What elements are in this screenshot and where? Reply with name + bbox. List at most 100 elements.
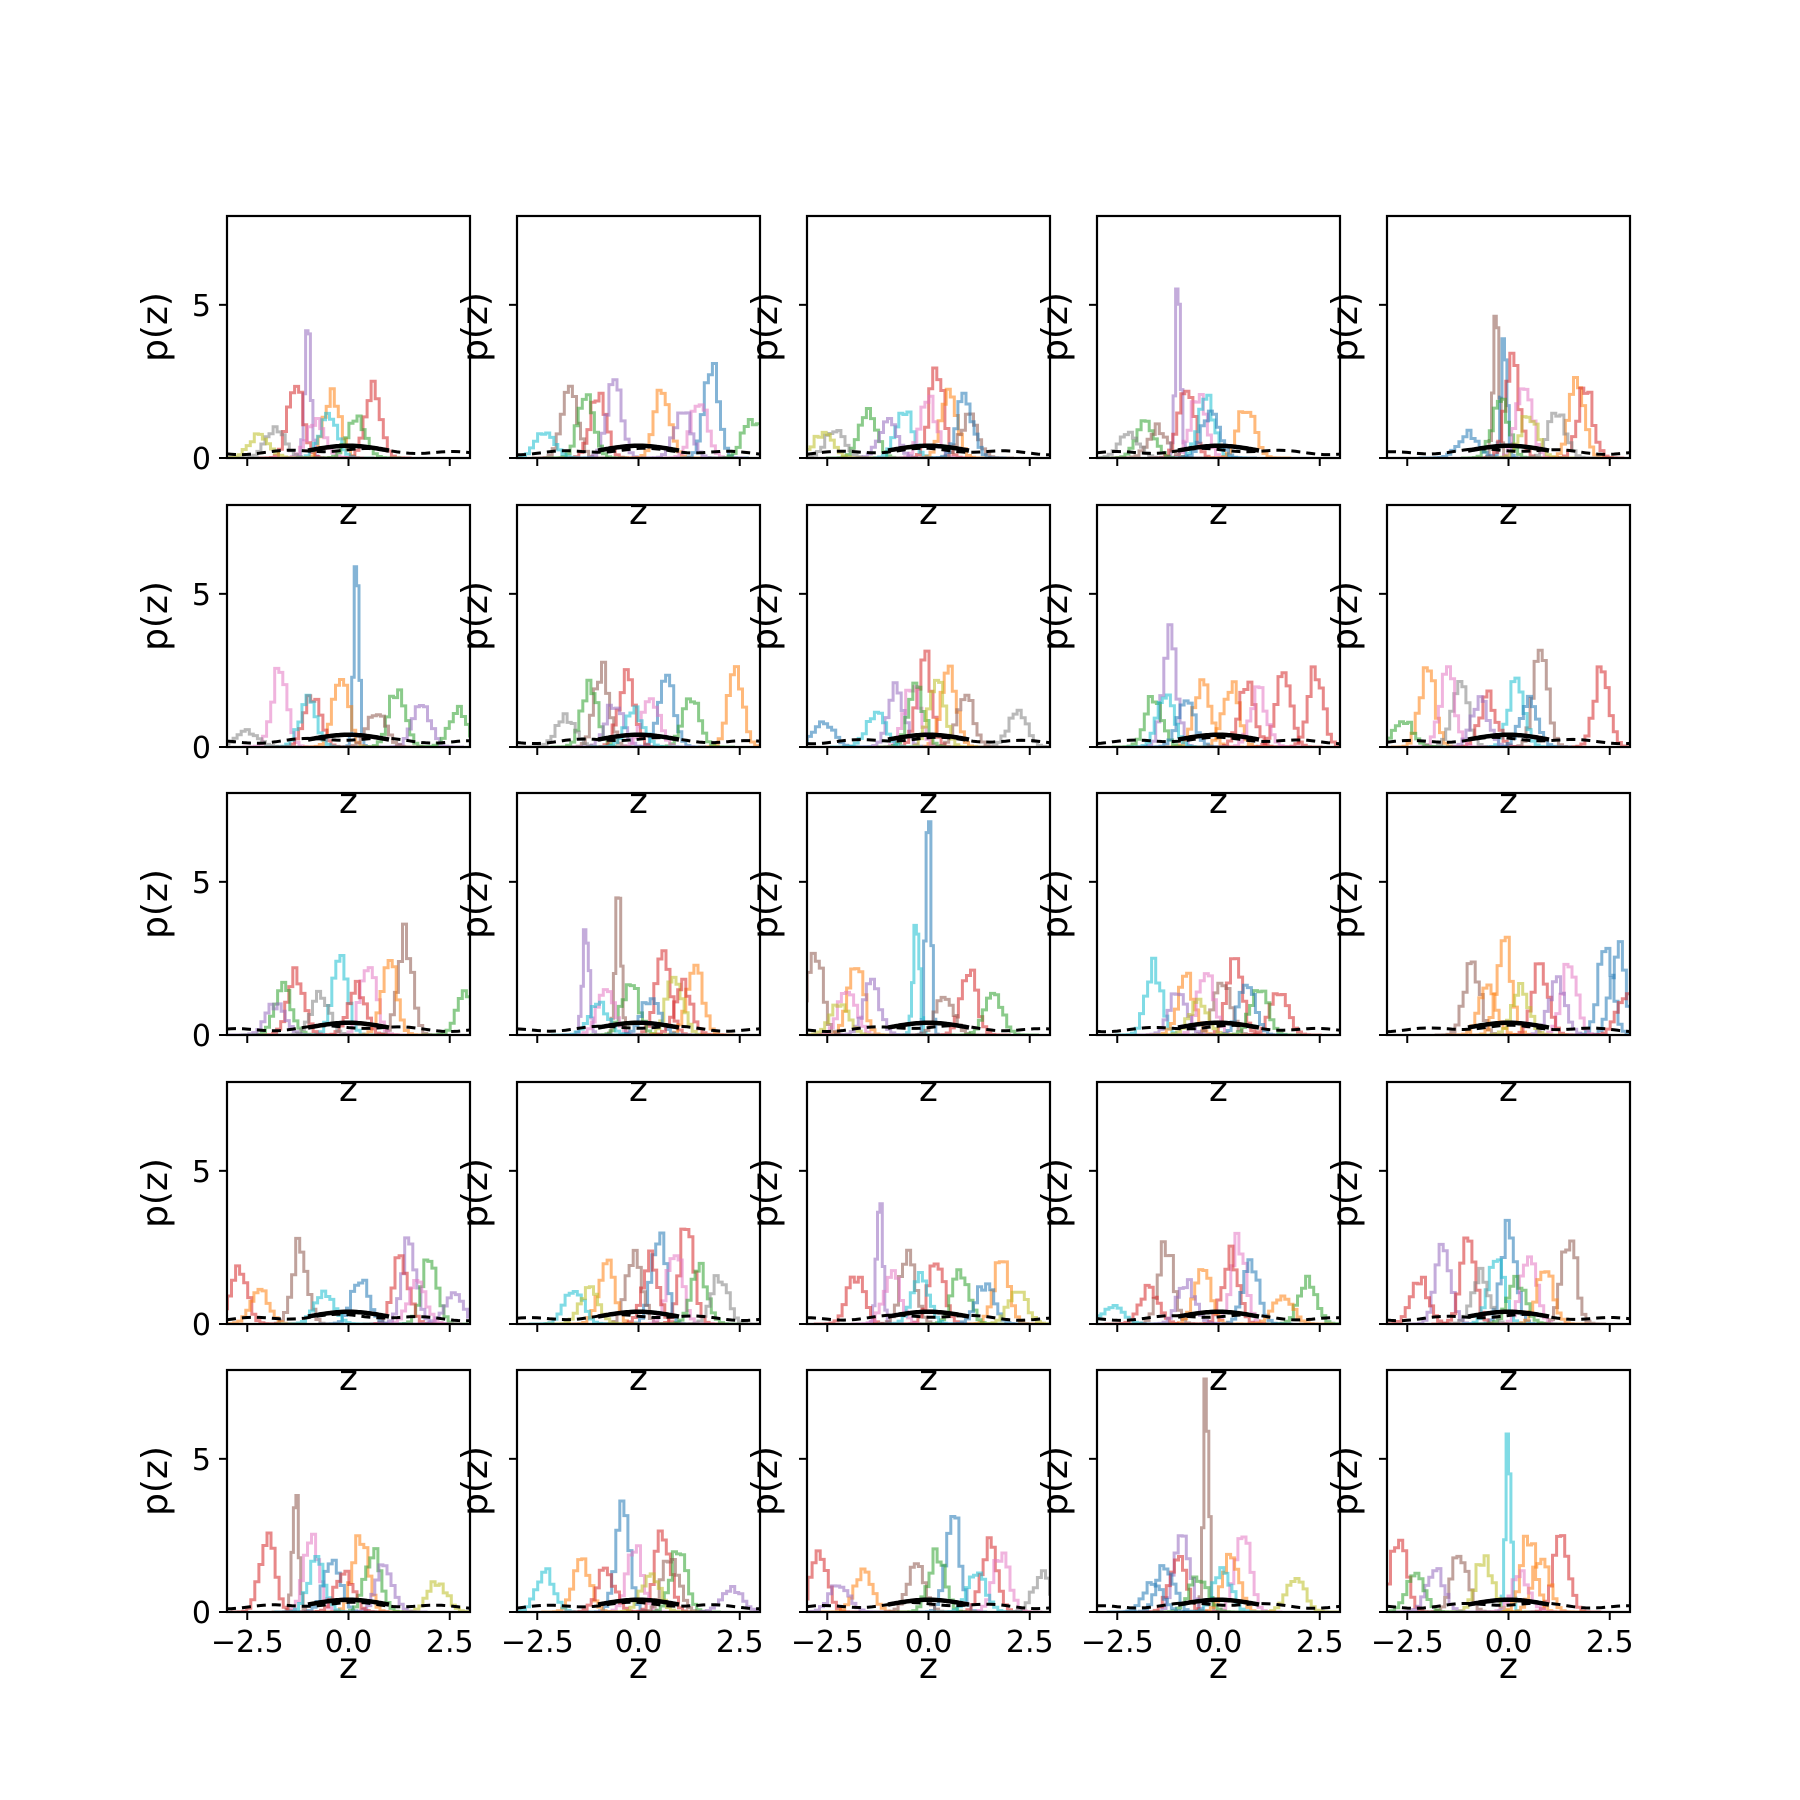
y-axis-label: p(z) — [1325, 1446, 1366, 1516]
subplot-r2-c2: z p(z) — [455, 503, 762, 822]
x-tick-label: −2.5 — [791, 1625, 864, 1660]
reference-dashed-line — [517, 1600, 760, 1611]
subplot-r2-c4: z p(z) — [1035, 503, 1342, 822]
reference-dashed-line — [807, 1024, 1050, 1034]
reference-normal-curve — [1177, 1309, 1260, 1319]
reference-dashed-line — [807, 735, 1050, 746]
reference-dashed-line — [517, 1024, 760, 1033]
subplot-r2-c1: 0 5 z p(z) — [135, 503, 472, 822]
y-tick-label: 0 — [192, 442, 211, 477]
y-tick-label: 5 — [192, 1155, 211, 1190]
x-axis-label: z — [629, 492, 648, 533]
subplot-r3-c1: 0 5 z p(z) — [135, 791, 472, 1110]
x-axis-label: z — [919, 492, 938, 533]
y-axis-label: p(z) — [1035, 869, 1076, 939]
x-tick-label: 0.0 — [1195, 1625, 1243, 1660]
reference-normal-curve — [307, 443, 390, 453]
reference-normal-curve — [597, 732, 680, 742]
x-axis-label: z — [919, 1358, 938, 1399]
y-axis-label: p(z) — [745, 581, 786, 651]
x-tick-label: 0.0 — [905, 1625, 953, 1660]
subplot-r2-c5: z p(z) — [1325, 503, 1632, 822]
x-axis-label: z — [339, 1069, 358, 1110]
reference-dashed-line — [1097, 446, 1340, 457]
y-axis-label: p(z) — [1325, 581, 1366, 651]
x-tick-label: 0.0 — [325, 1625, 373, 1660]
reference-normal-curve — [1467, 1020, 1550, 1030]
subplot-r5-c1: −2.5 0.0 2.5 0 5 z p(z) — [135, 1368, 474, 1687]
y-tick-label: 5 — [192, 866, 211, 901]
reference-normal-curve — [1467, 1597, 1550, 1607]
x-axis-label: z — [1499, 1069, 1518, 1110]
y-tick-label: 5 — [192, 1443, 211, 1478]
x-axis-label: z — [629, 1646, 648, 1687]
reference-dashed-line — [1387, 447, 1630, 456]
x-axis-label: z — [1209, 492, 1228, 533]
histogram-series-0 — [1182, 1377, 1231, 1612]
reference-dashed-line — [227, 1600, 470, 1611]
subplot-r5-c3: −2.5 0.0 2.5 z p(z) — [745, 1368, 1054, 1687]
subplot-grid: 05zp(z)zp(z)zp(z)zp(z)zp(z)05zp(z)zp(z)z… — [135, 214, 1634, 1687]
reference-dashed-line — [1097, 1023, 1340, 1034]
x-axis-label: z — [1499, 1358, 1518, 1399]
y-axis-label: p(z) — [455, 292, 496, 362]
reference-normal-curve — [1177, 1020, 1260, 1030]
y-tick-label: 0 — [192, 1308, 211, 1343]
subplot-r1-c4: z p(z) — [1035, 214, 1342, 533]
x-axis-label: z — [629, 1069, 648, 1110]
subplot-r2-c3: z p(z) — [745, 503, 1052, 822]
reference-normal-curve — [307, 1309, 390, 1319]
y-axis-label: p(z) — [745, 292, 786, 362]
subplot-r5-c2: −2.5 0.0 2.5 z p(z) — [455, 1368, 764, 1687]
reference-dashed-line — [1387, 1601, 1630, 1610]
y-axis-label: p(z) — [1035, 581, 1076, 651]
reference-dashed-line — [227, 447, 470, 457]
reference-normal-curve — [887, 732, 970, 742]
subplot-r3-c3: z p(z) — [745, 791, 1052, 1110]
y-axis-label: p(z) — [1035, 292, 1076, 362]
x-tick-label: 2.5 — [1006, 1625, 1054, 1660]
y-axis-label: p(z) — [135, 1158, 176, 1228]
y-axis-label: p(z) — [1035, 1446, 1076, 1516]
reference-normal-curve — [597, 1597, 680, 1607]
subplot-r3-c4: z p(z) — [1035, 791, 1342, 1110]
reference-dashed-line — [1387, 1023, 1630, 1034]
x-axis-label: z — [339, 781, 358, 822]
x-axis-label: z — [1499, 492, 1518, 533]
reference-dashed-line — [807, 1313, 1050, 1322]
x-tick-label: 0.0 — [1485, 1625, 1533, 1660]
reference-normal-curve — [307, 1597, 390, 1607]
subplot-r1-c5: z p(z) — [1325, 214, 1632, 533]
x-tick-label: 2.5 — [426, 1625, 474, 1660]
y-axis-label: p(z) — [455, 1446, 496, 1516]
subplot-r5-c5: −2.5 0.0 2.5 z p(z) — [1325, 1368, 1634, 1687]
reference-dashed-line — [517, 446, 760, 457]
subplot-r3-c5: z p(z) — [1325, 791, 1632, 1110]
subplot-r3-c2: z p(z) — [455, 791, 762, 1110]
y-axis-label: p(z) — [135, 1446, 176, 1516]
reference-normal-curve — [597, 1309, 680, 1319]
y-axis-label: p(z) — [1325, 869, 1366, 939]
y-axis-label: p(z) — [455, 1158, 496, 1228]
y-axis-label: p(z) — [745, 1158, 786, 1228]
y-axis-label: p(z) — [745, 1446, 786, 1516]
x-axis-label: z — [629, 781, 648, 822]
x-tick-label: −2.5 — [1371, 1625, 1444, 1660]
y-axis-label: p(z) — [455, 581, 496, 651]
x-axis-label: z — [919, 781, 938, 822]
x-tick-label: −2.5 — [501, 1625, 574, 1660]
x-tick-label: −2.5 — [1081, 1625, 1154, 1660]
x-axis-label: z — [1209, 1358, 1228, 1399]
subplot-r5-c4: −2.5 0.0 2.5 z p(z) — [1035, 1368, 1344, 1687]
y-axis-label: p(z) — [135, 581, 176, 651]
x-axis-label: z — [629, 1358, 648, 1399]
x-tick-label: −2.5 — [211, 1625, 284, 1660]
subplot-r1-c1: 0 5 z p(z) — [135, 214, 472, 533]
y-axis-label: p(z) — [1035, 1158, 1076, 1228]
reference-dashed-line — [1097, 1313, 1340, 1322]
reference-dashed-line — [807, 446, 1050, 457]
subplot-r4-c5: z p(z) — [1325, 1080, 1632, 1399]
subplot-r4-c1: 0 5 z p(z) — [135, 1080, 472, 1399]
x-tick-label: 2.5 — [1586, 1625, 1634, 1660]
